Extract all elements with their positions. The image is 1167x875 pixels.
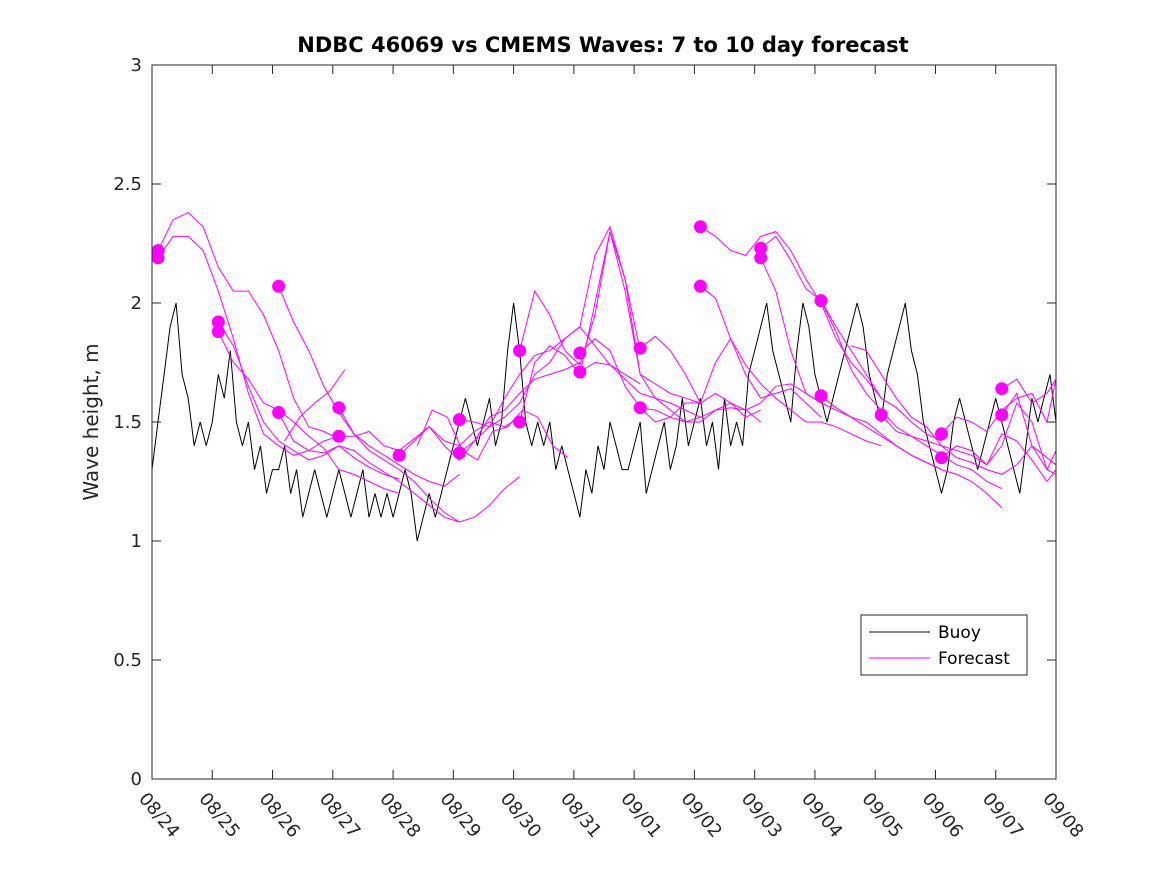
forecast-start-marker [513, 344, 527, 358]
forecast-series-line-29 [1001, 378, 1057, 404]
forecast-start-marker [272, 279, 286, 293]
y-tick-label: 1.5 [113, 412, 142, 433]
y-tick-label: 2 [131, 293, 142, 314]
forecast-start-marker [573, 365, 587, 379]
forecast-start-marker [513, 415, 527, 429]
chart-title: NDBC 46069 vs CMEMS Waves: 7 to 10 day f… [297, 33, 908, 57]
buoy-series-line [151, 302, 1057, 542]
forecast-series-line-25 [850, 345, 1057, 475]
forecast-start-marker [814, 294, 828, 308]
forecast-series-line-6 [284, 369, 346, 442]
y-tick-label: 1 [131, 531, 142, 552]
forecast-start-marker [573, 346, 587, 360]
forecast-start-marker [211, 315, 225, 329]
forecast-series-line-2 [217, 321, 400, 480]
forecast-start-marker [754, 251, 768, 265]
forecast-start-marker [935, 451, 948, 465]
forecast-series-line-20 [700, 285, 882, 447]
y-tick-label: 2.5 [113, 174, 142, 195]
forecast-start-marker [693, 220, 707, 234]
forecast-start-marker [633, 401, 647, 415]
forecast-series-line-24 [820, 395, 1003, 509]
forecast-series-line-16 [579, 361, 762, 423]
forecast-start-marker [211, 325, 225, 339]
forecast-start-marker [452, 446, 466, 460]
forecast-start-marker [633, 341, 647, 355]
forecast-start-marker [995, 382, 1009, 396]
forecast-start-marker [272, 406, 286, 419]
forecast-series-line-21 [760, 235, 942, 442]
y-tick-label: 0.5 [113, 650, 142, 671]
forecast-start-marker [935, 427, 948, 441]
legend-forecast-label: Forecast [938, 649, 1010, 669]
forecast-series-line-30 [1001, 392, 1057, 471]
forecast-series-line-10 [416, 409, 569, 461]
forecast-start-marker [452, 413, 466, 427]
forecast-start-marker [754, 241, 768, 255]
forecast-series-line-28 [941, 433, 1057, 483]
plot-area [151, 212, 1057, 542]
y-axis-label: Wave height, m [79, 343, 103, 500]
forecast-series-line-0 [157, 212, 340, 440]
forecast-start-marker [995, 408, 1009, 422]
forecast-series-line-19 [700, 226, 882, 399]
forecast-series-line-3 [217, 331, 400, 494]
forecast-start-marker [814, 389, 828, 403]
forecast-series-line-4 [278, 286, 460, 487]
forecast-series-line-12 [459, 225, 641, 454]
forecast-series-line-26 [880, 401, 1057, 475]
forecast-series-line-7 [338, 407, 520, 523]
y-tick-label: 0 [131, 769, 142, 790]
legend-box [860, 614, 1028, 676]
forecast-series-line-5 [278, 412, 460, 523]
forecast-start-marker [332, 429, 346, 443]
forecast-start-marker [392, 448, 406, 462]
legend-buoy-label: Buoy [938, 623, 981, 643]
forecast-series-line-14 [519, 231, 701, 423]
forecast-start-marker [332, 401, 346, 415]
forecast-series-line-18 [640, 383, 822, 423]
forecast-series-line-9 [398, 362, 581, 461]
forecast-start-marker [151, 251, 165, 265]
forecast-start-marker [693, 279, 707, 293]
legend: Buoy Forecast [860, 614, 1028, 676]
y-tick-label: 3 [131, 55, 142, 76]
forecast-start-marker [874, 408, 888, 422]
